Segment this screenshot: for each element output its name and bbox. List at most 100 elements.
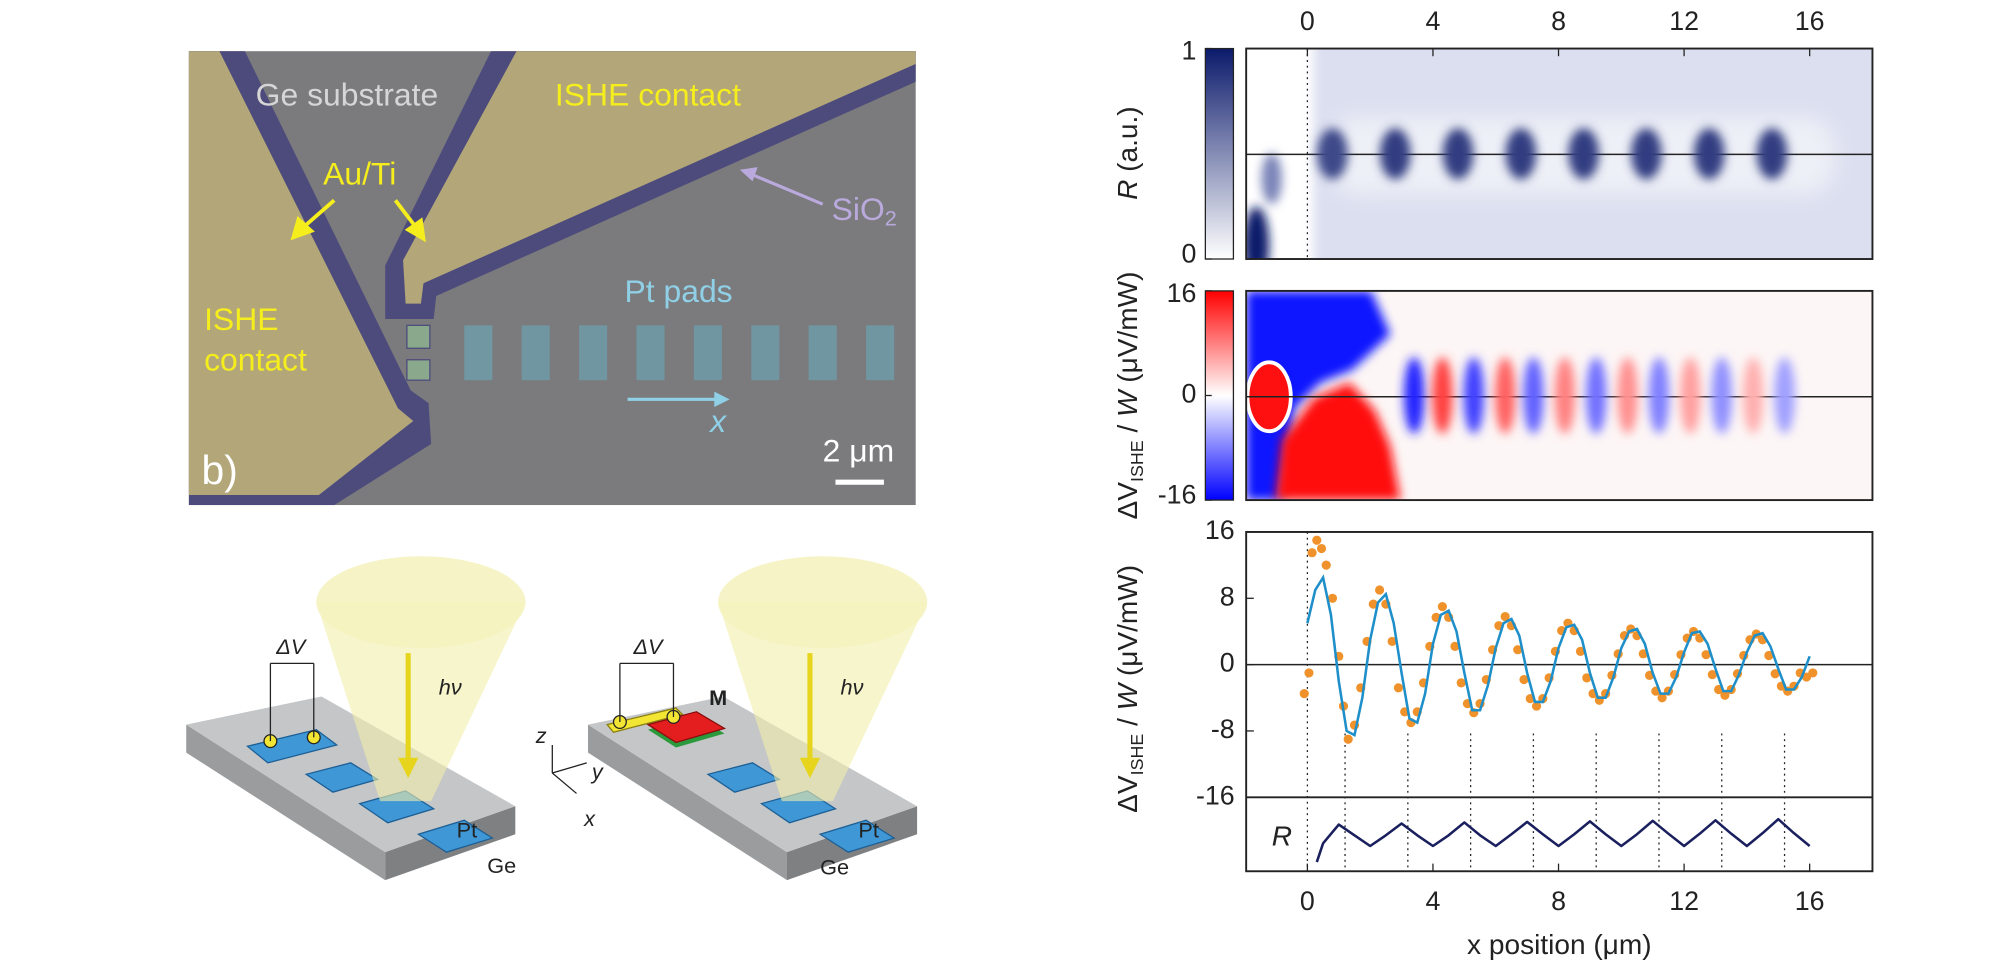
inset-label: R [1272,820,1292,851]
axes-triad: z y x [535,723,604,831]
y-axis-label: / [1113,710,1144,733]
label: M [709,685,727,710]
schematic: ΔV hν Pt Ge [186,556,526,881]
colorbar-tick-label: 16 [1167,278,1197,308]
label: Ge substrate [256,76,439,112]
plot-frame [1245,531,1874,873]
data-point [1307,548,1317,558]
label: Ge [820,854,849,879]
x-tick-label: 0 [1300,6,1315,36]
x-tick-label: 8 [1551,6,1566,36]
map-spot [1711,357,1732,434]
label: hν [841,675,864,700]
data-point [1316,543,1327,554]
y-tick-label: 0 [1220,648,1235,678]
data-point [1500,611,1510,622]
label: 2 [885,205,897,230]
y-axis-label: (μV/mW) [1113,272,1144,391]
plot-background [1246,531,1873,872]
y-axis-label: (μV/mW) [1113,565,1144,684]
map-spot [1554,357,1576,434]
schematic: ΔV M hν Pt Ge [588,556,928,881]
y-axis-label: ΔV [1113,775,1144,813]
colorbar-tick-label: 0 [1182,238,1197,268]
data-point [1513,645,1523,655]
label: ΔV [632,634,665,659]
map-spot [1463,357,1484,434]
data-point [1456,678,1466,688]
label: x [583,806,596,831]
data-point [1368,599,1378,609]
label: contact [204,342,307,378]
colorbar-tick-label: 0 [1182,379,1197,409]
map-spot [1631,128,1662,180]
x-axis-label: x position (μm) [1467,929,1651,960]
data-point [1299,689,1309,699]
data-point [1343,734,1353,744]
data-point [1701,650,1711,660]
map-spot [1317,128,1348,180]
contact [403,51,916,304]
label: y [590,759,604,784]
map-spot [1505,128,1537,180]
data-point [1707,669,1717,680]
data-point [1764,650,1774,661]
map-spot [1693,128,1725,180]
data-point [1657,693,1667,703]
plot-frame [1245,289,1874,502]
colorbar-tick-label: -16 [1158,479,1197,509]
label: Pt [858,817,878,842]
y-axis-label: (a.u.) [1113,106,1144,179]
map-spot [1617,357,1638,434]
map-spot [1442,128,1474,180]
pt-pad [406,359,431,381]
y-axis-label: ΔVISHE / W (μV/mW) [1113,565,1147,813]
scale-label: 2 μm [823,432,895,468]
x-tick-label: 16 [1795,886,1825,916]
map-spot [1379,128,1411,180]
panel-label: b) [202,447,238,493]
contact [188,51,414,495]
label: Au/Ti [323,156,396,192]
data-point [1582,673,1592,683]
label: SiO2 [832,191,897,230]
data-point [1720,690,1730,700]
data-point [1321,560,1331,570]
map-spot [1494,357,1516,434]
label: ISHE [204,301,278,337]
y-axis-label: W [1113,388,1144,417]
map-spot [1523,357,1544,434]
data-point [1312,535,1322,545]
label: Pt [457,817,477,842]
y-axis-label: R (a.u.) [1113,106,1144,200]
y-axis-label: ΔVISHE / W (μV/mW) [1113,272,1147,520]
arrow-head [714,391,730,407]
y-axis-label: R [1113,180,1144,200]
label: ΔV [275,634,308,659]
map-spot [1648,357,1670,434]
map [1246,290,1873,501]
x-tick-label: 4 [1426,6,1441,36]
x-tick-label: 8 [1551,886,1566,916]
map-spot [1403,357,1425,434]
y-axis-label: ΔV [1113,482,1144,520]
label: Pt pads [625,273,733,309]
pt-pad [406,324,431,349]
label: hν [439,675,462,700]
arrow-head [739,167,758,182]
x-tick-label: 12 [1669,886,1699,916]
label: z [535,723,547,748]
x-tick-label: 12 [1669,6,1699,36]
label: SiO [832,191,885,227]
map-spot [1432,357,1453,434]
map-spot [1680,357,1701,434]
data-point [1575,646,1586,656]
fit-line [1306,574,1811,738]
y-tick-label: 16 [1205,515,1235,545]
label: ISHE contact [555,76,741,112]
data-point [1808,668,1818,678]
y-tick-label: -8 [1211,714,1235,744]
reflectance-line [1315,817,1811,863]
map [1246,48,1873,260]
